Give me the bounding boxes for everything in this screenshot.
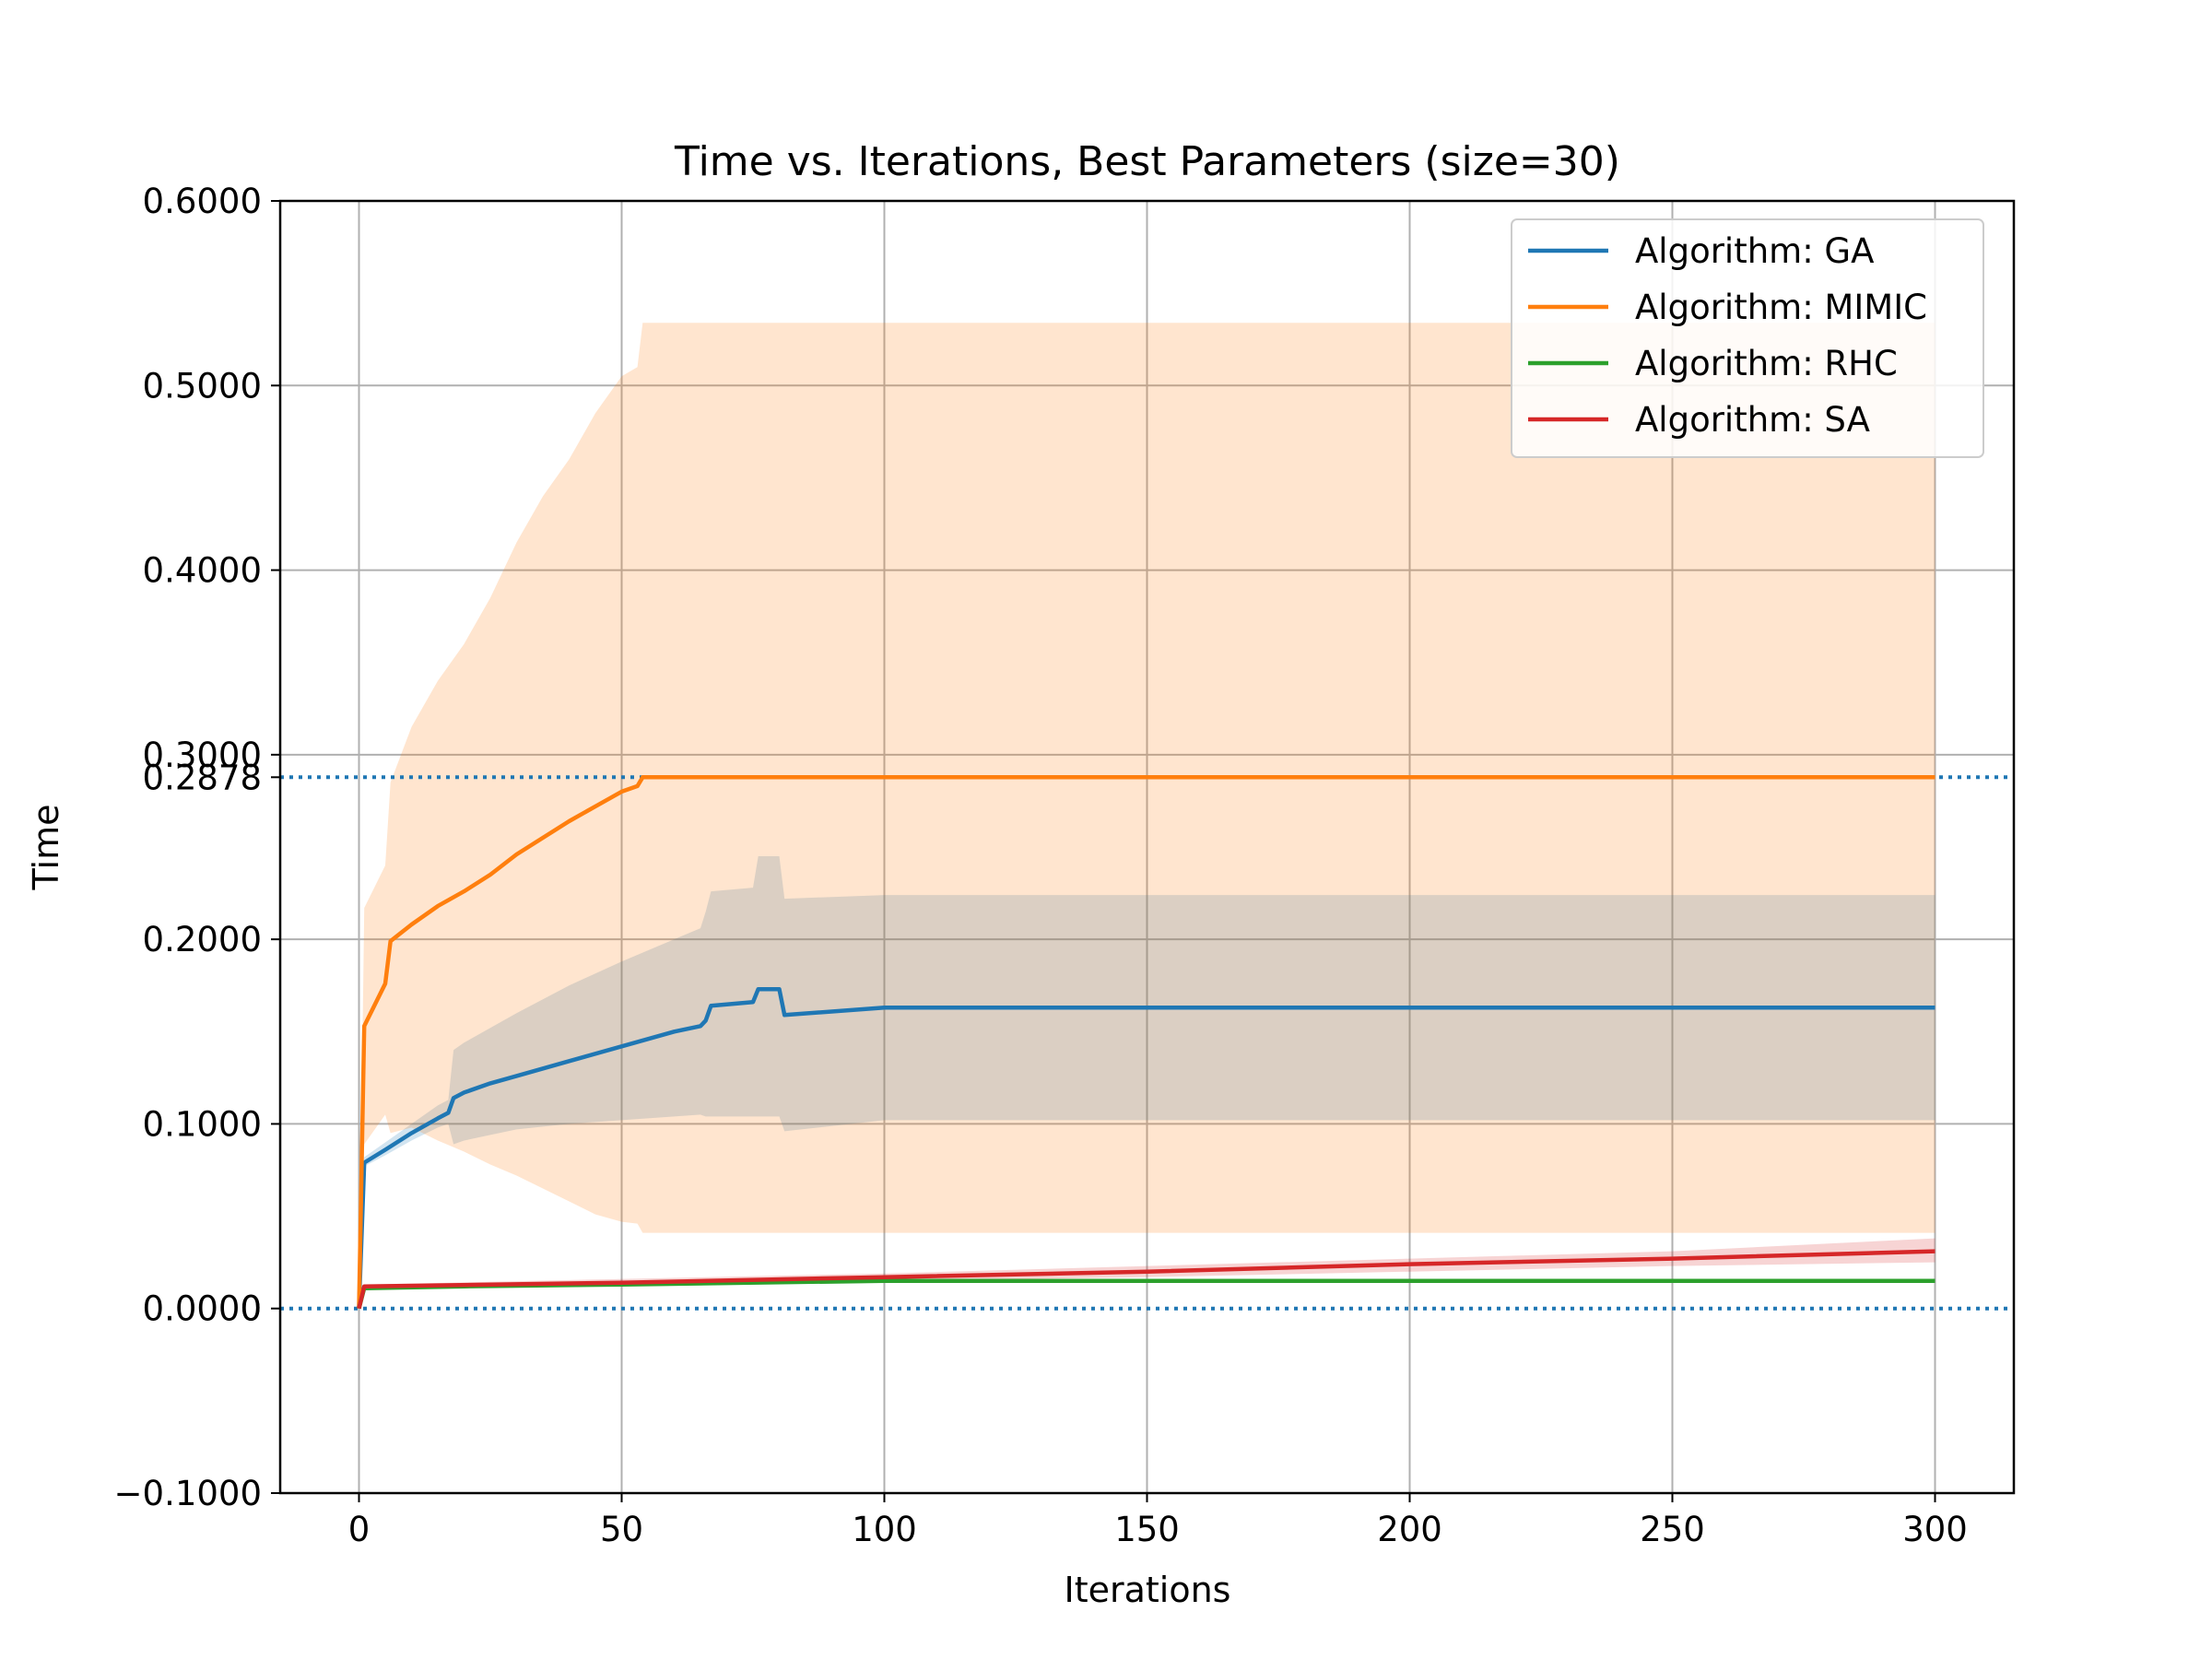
confidence-bands [359,323,1936,1309]
y-axis-label: Time [26,805,66,891]
confidence-band [359,856,1936,1309]
series-line [357,775,1936,1309]
x-tick-label: 50 [600,1510,643,1549]
y-tick-label: 0.6000 [143,182,262,221]
x-axis-label: Iterations [1065,1570,1231,1610]
y-tick-label: 0.0000 [143,1289,262,1329]
confidence-band [359,323,1936,1309]
legend-label: Algorithm: SA [1635,400,1870,440]
y-tick-label-extra: 0 [240,1289,262,1329]
legend-box [1511,218,1984,458]
x-axis-ticks: 0 50 100 150 200 250 300 [348,1493,1968,1549]
chart-title: Time vs. Iterations, Best Parameters (si… [674,138,1620,185]
y-tick-label: 0.3000 [143,735,262,775]
series-lines [357,775,1936,1310]
legend-label: Algorithm: MIMIC [1635,288,1927,327]
x-tick-label: 100 [852,1510,917,1549]
y-tick-label: 0.2000 [143,920,262,959]
y-tick-label: 0.5000 [143,366,262,406]
series-line [357,1249,1936,1310]
x-tick-label: 200 [1377,1510,1442,1549]
y-tick-label: 0.4000 [143,551,262,591]
y-tick-label: −0.1000 [114,1474,262,1513]
legend: Algorithm: GA Algorithm: MIMIC Algorithm: … [1511,218,1984,458]
legend-label: Algorithm: GA [1635,231,1874,271]
y-tick-label: 0.1000 [143,1104,262,1144]
series-line [357,986,1936,1309]
x-tick-label: 250 [1640,1510,1705,1549]
x-tick-label: 150 [1114,1510,1180,1549]
x-tick-label: 0 [348,1510,371,1549]
x-tick-label: 300 [1902,1510,1968,1549]
y-tick-label: 0.2878 [143,758,262,797]
legend-label: Algorithm: RHC [1635,344,1898,383]
